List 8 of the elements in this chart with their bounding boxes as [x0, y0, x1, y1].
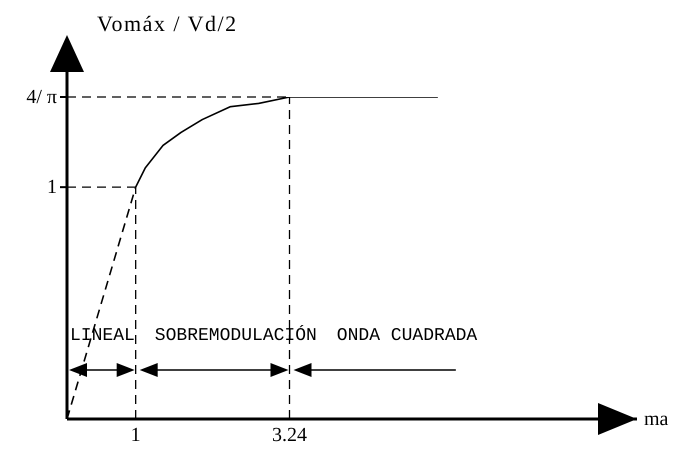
x-tick-label: 3.24: [272, 424, 308, 446]
annotation: LINEAL: [70, 326, 135, 346]
annotation: ONDA CUADRADA: [336, 326, 478, 346]
x-axis-title: ma: [644, 408, 669, 430]
y-axis-title: Vomáx / Vd/2: [97, 11, 238, 36]
ref-line-label: 4/ π: [26, 86, 57, 108]
ref-line-label: 1: [47, 176, 57, 198]
annotation: SOBREMODULACIÓN: [154, 325, 317, 346]
